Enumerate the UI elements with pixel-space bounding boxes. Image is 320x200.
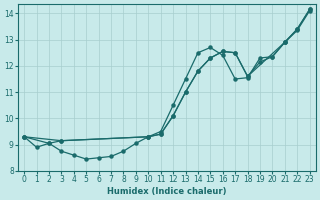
X-axis label: Humidex (Indice chaleur): Humidex (Indice chaleur) xyxy=(107,187,227,196)
